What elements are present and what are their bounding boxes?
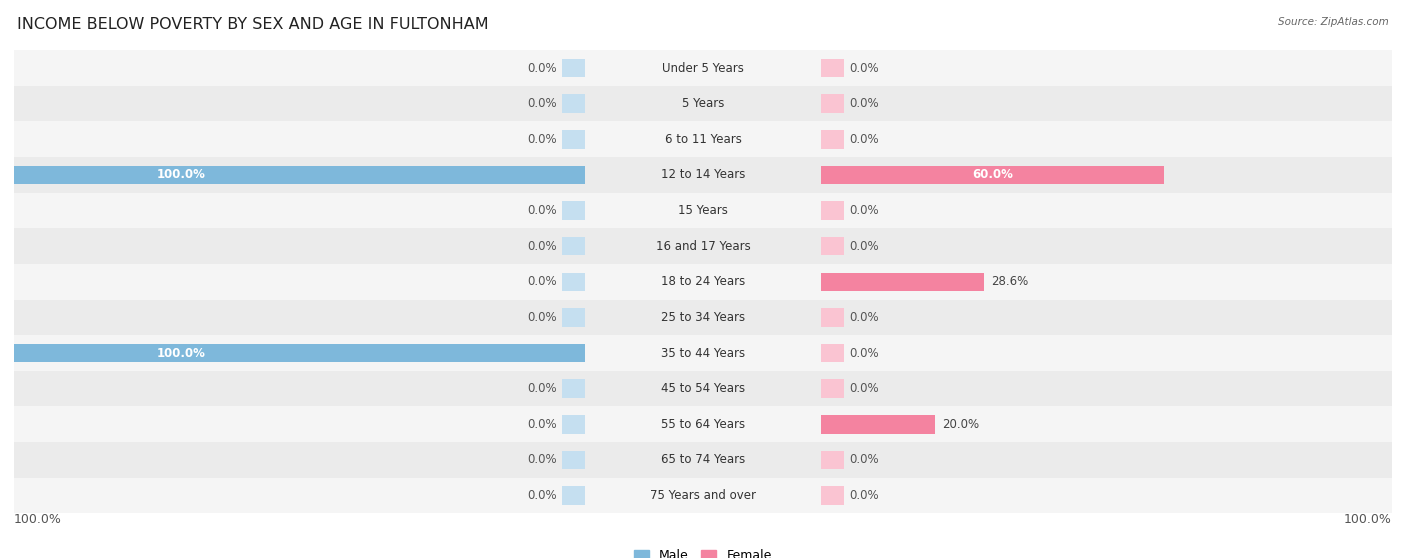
Text: 0.0%: 0.0%: [527, 133, 557, 146]
Text: Source: ZipAtlas.com: Source: ZipAtlas.com: [1278, 17, 1389, 27]
Bar: [562, 201, 585, 220]
Text: 0.0%: 0.0%: [849, 311, 879, 324]
Bar: [562, 272, 585, 291]
Text: 0.0%: 0.0%: [527, 311, 557, 324]
Text: 25 to 34 Years: 25 to 34 Years: [661, 311, 745, 324]
Text: 20.0%: 20.0%: [942, 418, 979, 431]
Text: 12 to 14 Years: 12 to 14 Years: [661, 169, 745, 181]
Bar: [14, 344, 585, 362]
Text: 0.0%: 0.0%: [849, 204, 879, 217]
Bar: [821, 201, 844, 220]
Text: 60.0%: 60.0%: [972, 169, 1012, 181]
Legend: Male, Female: Male, Female: [630, 544, 776, 558]
Text: 0.0%: 0.0%: [849, 61, 879, 75]
Text: 35 to 44 Years: 35 to 44 Years: [661, 347, 745, 359]
Bar: [821, 451, 844, 469]
Text: 0.0%: 0.0%: [849, 454, 879, 466]
Bar: [562, 451, 585, 469]
Text: 65 to 74 Years: 65 to 74 Years: [661, 454, 745, 466]
Bar: [562, 237, 585, 256]
Text: 18 to 24 Years: 18 to 24 Years: [661, 275, 745, 288]
Bar: [821, 166, 1164, 184]
Text: 100.0%: 100.0%: [1344, 513, 1392, 526]
Bar: [14, 335, 1392, 371]
Bar: [821, 379, 844, 398]
Bar: [14, 86, 1392, 122]
Text: 55 to 64 Years: 55 to 64 Years: [661, 418, 745, 431]
Bar: [821, 237, 844, 256]
Text: 0.0%: 0.0%: [849, 240, 879, 253]
Text: 0.0%: 0.0%: [527, 240, 557, 253]
Text: 5 Years: 5 Years: [682, 97, 724, 110]
Bar: [821, 486, 844, 505]
Bar: [821, 344, 844, 362]
Bar: [821, 130, 844, 148]
Text: 0.0%: 0.0%: [849, 382, 879, 395]
Text: INCOME BELOW POVERTY BY SEX AND AGE IN FULTONHAM: INCOME BELOW POVERTY BY SEX AND AGE IN F…: [17, 17, 488, 32]
Bar: [14, 157, 1392, 193]
Text: 28.6%: 28.6%: [991, 275, 1028, 288]
Bar: [14, 228, 1392, 264]
Bar: [562, 308, 585, 326]
Bar: [14, 300, 1392, 335]
Bar: [14, 122, 1392, 157]
Text: 0.0%: 0.0%: [527, 454, 557, 466]
Text: 0.0%: 0.0%: [849, 347, 879, 359]
Text: 0.0%: 0.0%: [527, 275, 557, 288]
Text: 16 and 17 Years: 16 and 17 Years: [655, 240, 751, 253]
Bar: [562, 486, 585, 505]
Bar: [562, 415, 585, 434]
Bar: [14, 50, 1392, 86]
Bar: [821, 272, 984, 291]
Text: 0.0%: 0.0%: [849, 97, 879, 110]
Bar: [14, 442, 1392, 478]
Text: 100.0%: 100.0%: [14, 513, 62, 526]
Text: 15 Years: 15 Years: [678, 204, 728, 217]
Bar: [821, 415, 935, 434]
Text: 0.0%: 0.0%: [849, 133, 879, 146]
Bar: [14, 371, 1392, 406]
Text: 45 to 54 Years: 45 to 54 Years: [661, 382, 745, 395]
Text: 75 Years and over: 75 Years and over: [650, 489, 756, 502]
Bar: [14, 193, 1392, 228]
Text: 0.0%: 0.0%: [527, 489, 557, 502]
Bar: [821, 308, 844, 326]
Bar: [14, 478, 1392, 513]
Text: 100.0%: 100.0%: [157, 169, 205, 181]
Bar: [14, 406, 1392, 442]
Text: Under 5 Years: Under 5 Years: [662, 61, 744, 75]
Bar: [562, 59, 585, 78]
Text: 0.0%: 0.0%: [527, 382, 557, 395]
Bar: [14, 166, 585, 184]
Bar: [562, 130, 585, 148]
Text: 0.0%: 0.0%: [849, 489, 879, 502]
Text: 0.0%: 0.0%: [527, 61, 557, 75]
Bar: [821, 59, 844, 78]
Text: 0.0%: 0.0%: [527, 97, 557, 110]
Text: 100.0%: 100.0%: [157, 347, 205, 359]
Bar: [562, 94, 585, 113]
Bar: [14, 264, 1392, 300]
Text: 0.0%: 0.0%: [527, 204, 557, 217]
Bar: [562, 379, 585, 398]
Bar: [821, 94, 844, 113]
Text: 0.0%: 0.0%: [527, 418, 557, 431]
Text: 6 to 11 Years: 6 to 11 Years: [665, 133, 741, 146]
